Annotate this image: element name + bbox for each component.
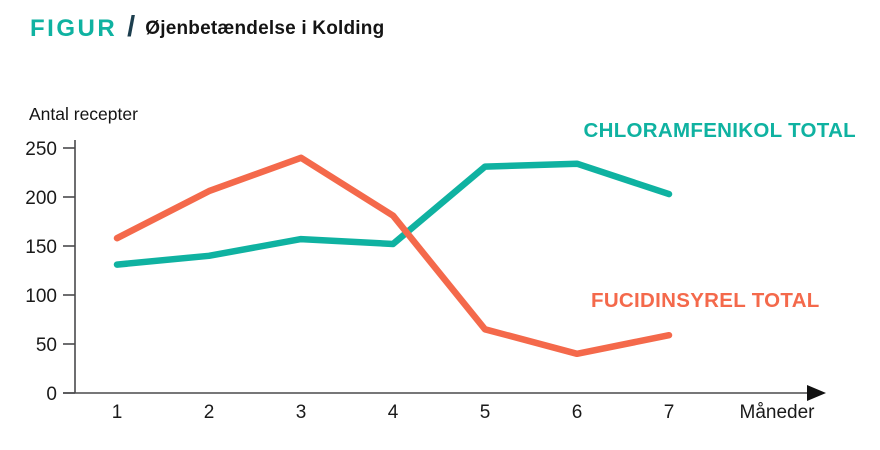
x-axis-title: Måneder	[740, 402, 816, 423]
series-line-fucidinsyrel	[113, 154, 673, 358]
x-tick-label: 6	[572, 402, 583, 423]
y-axis-title: Antal recepter	[29, 104, 138, 124]
x-axis-arrowhead-icon	[807, 385, 826, 401]
y-tick-label: 0	[46, 384, 57, 405]
y-tick-label: 100	[25, 286, 57, 307]
figure-title: Øjenbetændelse i Kolding	[145, 17, 385, 39]
x-tick-label: 2	[204, 402, 215, 423]
figure-slash-separator: /	[127, 11, 136, 43]
y-tick-label: 50	[36, 335, 57, 356]
figure-kicker: FIGUR	[30, 14, 118, 42]
legend-fucidinsyrel: FUCIDINSYREL TOTAL	[591, 289, 820, 312]
figure-header: FIGUR / Øjenbetændelse i Kolding	[30, 11, 385, 45]
y-tick-label: 250	[25, 139, 57, 160]
x-tick-label: 5	[480, 402, 491, 423]
legend-chloramfenikol: CHLORAMFENIKOL TOTAL	[583, 119, 856, 142]
y-tick-label: 200	[25, 188, 57, 209]
x-tick-label: 4	[388, 402, 399, 423]
series-line-chloramfenikol	[113, 160, 673, 268]
x-tick-label: 1	[112, 402, 123, 423]
x-tick-label: 7	[664, 402, 675, 423]
x-tick-label: 3	[296, 402, 307, 423]
y-tick-label: 150	[25, 237, 57, 258]
